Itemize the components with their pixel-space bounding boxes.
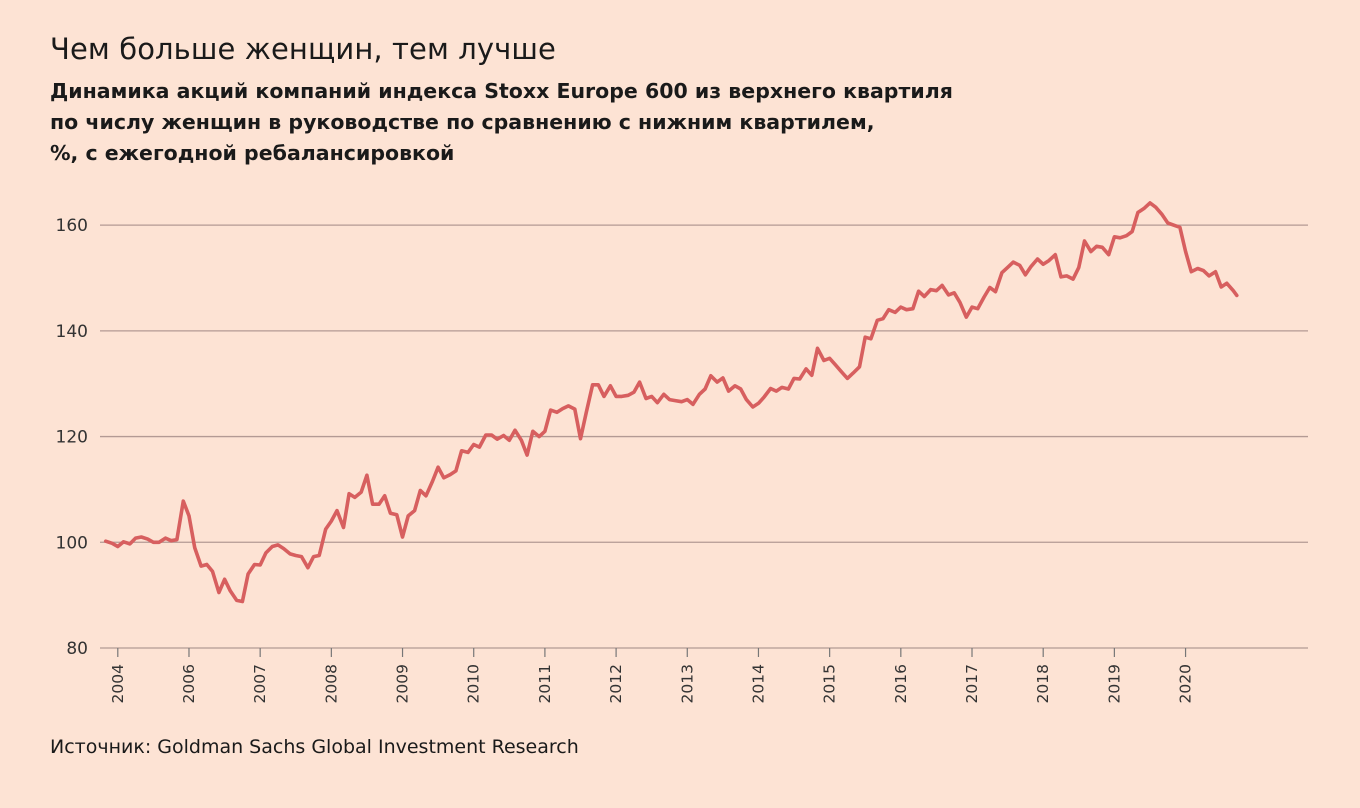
x-tick-label: 2011 <box>536 664 554 703</box>
x-tick-label: 2010 <box>465 664 483 703</box>
y-tick-label: 120 <box>56 428 88 448</box>
y-axis-ticks: 80 100 120 140 160 <box>56 216 88 659</box>
x-axis: 2004 2006 2007 2008 2009 2010 2011 2012 2013 2014… <box>109 648 1195 703</box>
x-tick-label: 2020 <box>1177 664 1195 703</box>
y-tick-label: 140 <box>56 322 88 342</box>
subtitle-line-3: %, с ежегодной ребалансировкой <box>50 141 455 165</box>
subtitle-line-1: Динамика акций компаний индекса Stoxx Eu… <box>50 79 953 103</box>
y-tick-label: 80 <box>66 639 88 659</box>
subtitle-line-2: по числу женщин в руководстве по сравнен… <box>50 110 875 134</box>
x-tick-label: 2016 <box>892 664 910 703</box>
x-tick-label: 2013 <box>678 664 696 703</box>
x-tick-label: 2007 <box>251 664 269 703</box>
series-line-0 <box>103 201 1239 604</box>
y-tick-label: 100 <box>56 533 88 553</box>
chart-title: Чем больше женщин, тем лучше <box>50 32 556 66</box>
x-tick-label: 2006 <box>180 664 198 703</box>
series-group <box>103 201 1239 604</box>
x-tick-label: 2015 <box>821 664 839 703</box>
x-tick-label: 2012 <box>607 664 625 703</box>
grid-lines <box>100 224 1308 649</box>
x-tick-label: 2008 <box>322 664 340 703</box>
x-tick-label: 2017 <box>963 664 981 703</box>
y-tick-label: 160 <box>56 216 88 236</box>
x-tick-label: 2009 <box>394 664 412 703</box>
chart-subtitle: Динамика акций компаний индекса Stoxx Eu… <box>50 76 1000 169</box>
x-tick-label: 2004 <box>109 664 127 703</box>
x-tick-label: 2018 <box>1034 664 1052 703</box>
x-tick-label: 2014 <box>749 664 767 703</box>
source-note: Источник: Goldman Sachs Global Investmen… <box>50 736 579 758</box>
x-tick-label: 2019 <box>1105 664 1123 703</box>
